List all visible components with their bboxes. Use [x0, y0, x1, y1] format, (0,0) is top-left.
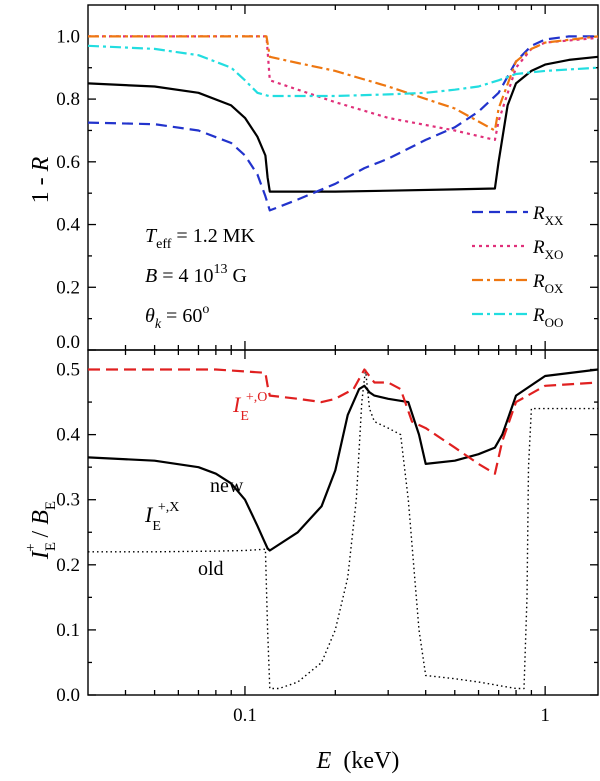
series-line-i-e-x-old — [88, 368, 598, 690]
ytick-label: 0.6 — [56, 152, 80, 173]
series-line-r-ox — [88, 35, 599, 132]
xlabel: E (keV) — [316, 748, 400, 774]
series-line-i-e-o — [88, 368, 599, 475]
series-line-1-r-total- — [87, 55, 599, 193]
series-line-r-oo — [87, 44, 599, 98]
legend-label: ROX — [532, 271, 564, 296]
ytick-label: 0.0 — [56, 332, 80, 353]
top-series — [87, 35, 599, 212]
ytick-label: 0.8 — [56, 89, 80, 110]
bottom-ylabel: IE+ / BE — [23, 501, 59, 560]
bottom-series — [87, 368, 599, 690]
ytick-label: 0.4 — [56, 425, 80, 446]
bottom-panel-frame — [87, 349, 599, 696]
xtick-label: 1 — [540, 705, 550, 726]
ytick-label: 0.2 — [56, 555, 80, 576]
ytick-label: 0.5 — [56, 360, 80, 381]
annotation-b-field: B = 4 1013 G — [145, 262, 247, 287]
series-line-i-e-x-new — [87, 368, 599, 552]
annotation-theta: θk = 60o — [145, 302, 209, 332]
xtick-label: 0.1 — [233, 705, 257, 726]
legend-label: RXO — [532, 237, 563, 262]
ytick-label: 0.1 — [56, 620, 80, 641]
annotation-new: new — [210, 475, 244, 497]
legend-label: ROO — [532, 305, 563, 330]
legend-label: RXX — [532, 203, 564, 228]
top-ylabel: 1 - R — [28, 156, 54, 203]
series-line-r-xx — [87, 35, 598, 212]
annotation-ix: IE+,X — [144, 500, 179, 534]
ytick-label: 0.4 — [56, 215, 80, 236]
legend: RXX RXO ROX ROO — [472, 203, 564, 330]
annotation-teff: Teff = 1.2 MK — [145, 225, 255, 252]
ytick-label: 0.0 — [56, 685, 80, 706]
annotation-old: old — [198, 558, 224, 580]
annotation-io: IE+,O — [232, 390, 267, 424]
ytick-label: 1.0 — [56, 26, 80, 47]
ytick-label: 0.2 — [56, 277, 80, 298]
ytick-label: 0.3 — [56, 490, 80, 511]
bottom-ticks: 0.0 0.1 0.2 0.3 0.4 0.5 0.1 1 — [56, 350, 598, 726]
top-ticks: 0.0 0.2 0.4 0.6 0.8 1.0 — [56, 5, 598, 353]
